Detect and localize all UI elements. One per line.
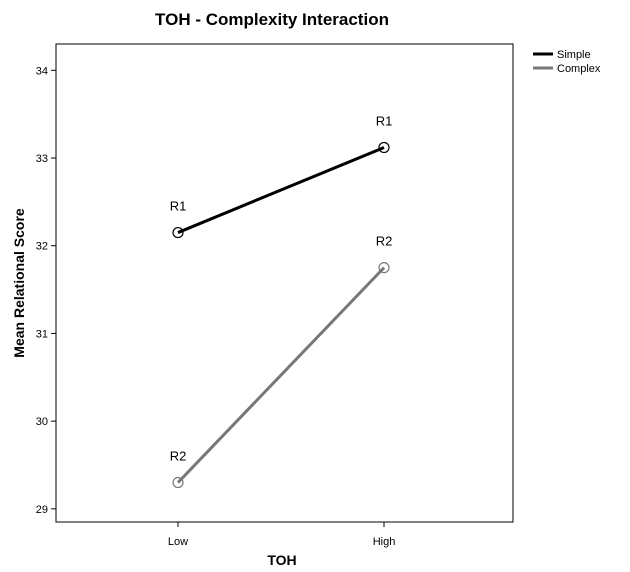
series-layer: R1 R1 R2 R2	[170, 113, 393, 489]
data-label-complex: R2	[376, 234, 393, 249]
x-axis: Low High	[168, 522, 395, 548]
data-label-complex: R2	[170, 449, 187, 464]
x-tick-label: Low	[168, 536, 188, 548]
series-line-simple	[177, 146, 385, 234]
series-line-complex	[176, 266, 386, 484]
plot-area	[55, 43, 514, 523]
y-tick-label: 29	[36, 504, 48, 516]
legend: Simple Complex	[533, 49, 601, 75]
y-tick-label: 31	[36, 328, 48, 340]
chart-title: TOH - Complexity Interaction	[155, 10, 389, 29]
data-point-simple	[378, 141, 390, 154]
legend-label: Simple	[557, 49, 591, 61]
x-tick-label: High	[373, 536, 396, 548]
y-tick-label: 33	[36, 153, 48, 165]
y-axis-title: Mean Relational Score	[11, 208, 27, 358]
data-point-complex	[172, 476, 184, 489]
x-axis-title: TOH	[267, 552, 296, 568]
y-axis: 29 30 31 32 33 34	[36, 65, 56, 516]
data-label-simple: R1	[170, 199, 187, 214]
data-label-simple: R1	[376, 113, 393, 128]
data-point-complex	[378, 262, 390, 274]
legend-label: Complex	[557, 63, 601, 75]
y-tick-label: 32	[36, 241, 48, 253]
data-point-simple	[172, 226, 184, 239]
y-tick-label: 34	[36, 65, 48, 77]
y-tick-label: 30	[36, 416, 48, 428]
